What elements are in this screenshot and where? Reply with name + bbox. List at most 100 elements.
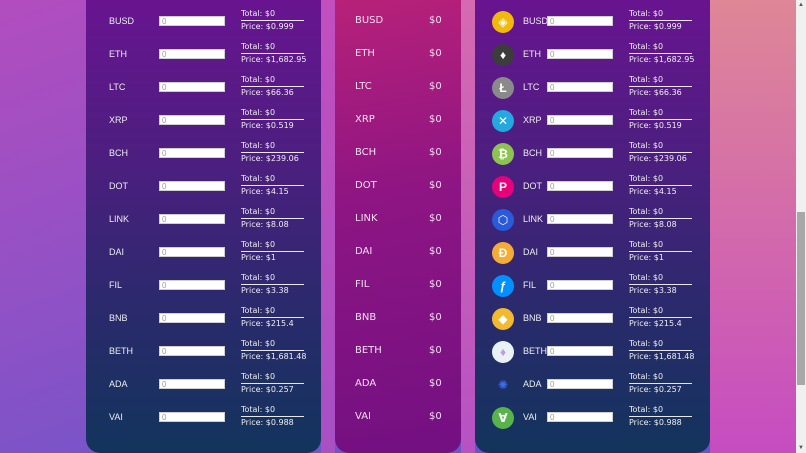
price-label: Price: $1,682.95	[241, 55, 307, 64]
coin-symbol: DOT	[355, 180, 377, 191]
amount-input-ltc[interactable]	[159, 82, 225, 92]
coin-row-eth: ETH Total: $0 Price: $1,682.95	[86, 33, 321, 66]
coin-row-link: LINK Total: $0 Price: $8.08	[86, 198, 321, 231]
coin-row-beth: ♦ BETH Total: $0 Price: $1,681.48	[475, 330, 710, 363]
vai-icon: ∀	[492, 407, 514, 429]
dai-icon: Ð	[492, 242, 514, 264]
amount-input-xrp[interactable]	[547, 115, 613, 125]
price-label: Price: $215.4	[629, 319, 682, 328]
amount-input-vai[interactable]	[547, 412, 613, 422]
total-label: Total: $0	[629, 273, 664, 282]
coin-symbol: LINK	[523, 214, 544, 224]
amount-input-ada[interactable]	[547, 379, 613, 389]
coin-symbol: VAI	[523, 412, 537, 422]
amount-input-fil[interactable]	[159, 280, 225, 290]
divider	[241, 86, 304, 87]
divider	[629, 53, 692, 54]
coin-symbol: BCH	[109, 148, 129, 158]
divider	[241, 185, 304, 186]
coin-symbol: LTC	[109, 82, 126, 92]
coin-row-dot: DOT Total: $0 Price: $4.15	[86, 165, 321, 198]
amount-input-ltc[interactable]	[547, 82, 613, 92]
amount-input-dai[interactable]	[159, 247, 225, 257]
calculator-panel-left: BUSD Total: $0 Price: $0.999 ETH Total: …	[86, 0, 321, 453]
amount-input-bch[interactable]	[547, 148, 613, 158]
divider	[241, 284, 304, 285]
coin-symbol: LTC	[355, 81, 372, 92]
total-row-busd: BUSD $0	[335, 0, 461, 33]
amount-input-link[interactable]	[159, 214, 225, 224]
divider	[629, 218, 692, 219]
background-gap	[321, 0, 335, 453]
scroll-up-arrow-icon[interactable]: ▲	[798, 2, 804, 8]
amount-input-beth[interactable]	[159, 346, 225, 356]
coin-symbol: BNB	[523, 313, 542, 323]
coin-row-dai: DAI Total: $0 Price: $1	[86, 231, 321, 264]
amount-input-eth[interactable]	[159, 49, 225, 59]
total-label: Total: $0	[241, 372, 276, 381]
total-row-vai: VAI $0	[335, 396, 461, 429]
coin-symbol: BUSD	[355, 15, 384, 26]
amount-input-bnb[interactable]	[159, 313, 225, 323]
amount-input-busd[interactable]	[547, 16, 613, 26]
coin-symbol: VAI	[355, 411, 371, 422]
coin-total-value: $0	[429, 279, 442, 290]
total-row-bnb: BNB $0	[335, 297, 461, 330]
coin-row-vai: ∀ VAI Total: $0 Price: $0.988	[475, 396, 710, 429]
coin-symbol: BETH	[109, 346, 134, 356]
amount-input-eth[interactable]	[547, 49, 613, 59]
coin-symbol: DAI	[109, 247, 125, 257]
coin-symbol: ETH	[109, 49, 127, 59]
amount-input-link[interactable]	[547, 214, 613, 224]
amount-input-fil[interactable]	[547, 280, 613, 290]
coin-row-bnb: BNB Total: $0 Price: $215.4	[86, 297, 321, 330]
price-label: Price: $1	[629, 253, 664, 262]
price-label: Price: $0.999	[629, 22, 682, 31]
total-label: Total: $0	[629, 372, 664, 381]
price-label: Price: $0.999	[241, 22, 294, 31]
price-label: Price: $8.08	[241, 220, 289, 229]
coin-symbol: LINK	[355, 213, 378, 224]
total-label: Total: $0	[629, 240, 664, 249]
coin-total-value: $0	[429, 180, 442, 191]
amount-input-dot[interactable]	[159, 181, 225, 191]
coin-row-ltc: LTC Total: $0 Price: $66.36	[86, 66, 321, 99]
scroll-down-arrow-icon[interactable]: ▼	[798, 445, 804, 451]
amount-input-bnb[interactable]	[547, 313, 613, 323]
coin-total-value: $0	[429, 411, 442, 422]
coin-symbol: DAI	[355, 246, 373, 257]
total-row-beth: BETH $0	[335, 330, 461, 363]
coin-symbol: FIL	[523, 280, 537, 290]
amount-input-dai[interactable]	[547, 247, 613, 257]
divider	[629, 20, 692, 21]
total-row-ada: ADA $0	[335, 363, 461, 396]
amount-input-vai[interactable]	[159, 412, 225, 422]
total-label: Total: $0	[241, 174, 276, 183]
total-label: Total: $0	[241, 405, 276, 414]
price-label: Price: $3.38	[241, 286, 289, 295]
total-row-dai: DAI $0	[335, 231, 461, 264]
amount-input-ada[interactable]	[159, 379, 225, 389]
total-label: Total: $0	[241, 141, 276, 150]
coin-row-vai: VAI Total: $0 Price: $0.988	[86, 396, 321, 429]
coin-row-xrp: XRP Total: $0 Price: $0.519	[86, 99, 321, 132]
coin-symbol: BCH	[355, 147, 377, 158]
divider	[241, 416, 304, 417]
price-label: Price: $239.06	[241, 154, 299, 163]
divider	[629, 383, 692, 384]
total-row-fil: FIL $0	[335, 264, 461, 297]
amount-input-beth[interactable]	[547, 346, 613, 356]
scrollbar-thumb[interactable]	[797, 212, 805, 385]
price-label: Price: $4.15	[629, 187, 677, 196]
divider	[629, 152, 692, 153]
coin-symbol: BETH	[523, 346, 548, 356]
coin-total-value: $0	[429, 114, 442, 125]
eth-icon: ♦	[492, 44, 514, 66]
vertical-scrollbar[interactable]: ▲ ▼	[796, 0, 806, 453]
bch-icon: ₿	[492, 143, 514, 165]
coin-symbol: DOT	[523, 181, 542, 191]
amount-input-busd[interactable]	[159, 16, 225, 26]
amount-input-dot[interactable]	[547, 181, 613, 191]
amount-input-xrp[interactable]	[159, 115, 225, 125]
amount-input-bch[interactable]	[159, 148, 225, 158]
